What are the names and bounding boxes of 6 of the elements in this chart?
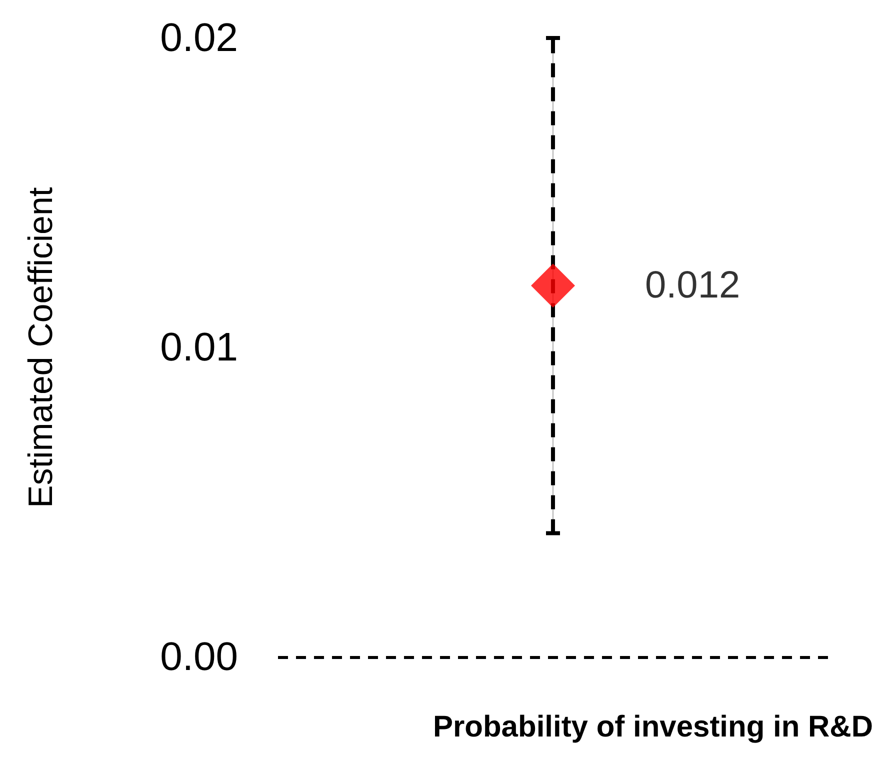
x-axis-title: Probability of investing in R&D	[432, 710, 874, 744]
data-label: 0.012	[644, 264, 740, 307]
y-tick-label: 0.00	[160, 635, 238, 679]
y-tick-label: 0.01	[160, 326, 238, 370]
y-tick-label: 0.02	[160, 16, 238, 60]
y-axis-title: Estimated Coefficient	[22, 186, 60, 508]
